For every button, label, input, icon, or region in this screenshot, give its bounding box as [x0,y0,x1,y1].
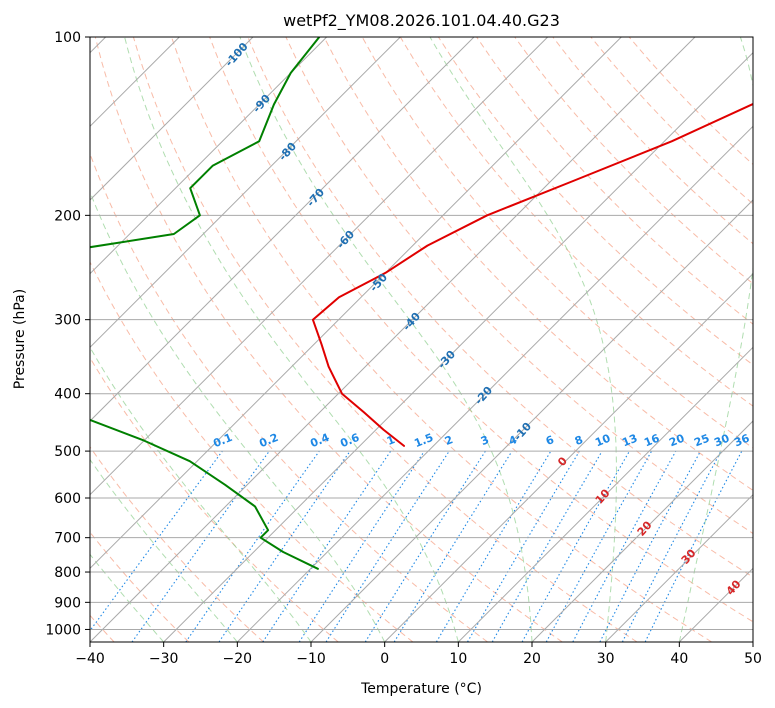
dry-adiabat [285,37,753,535]
dry-adiabat [90,356,339,642]
y-tick-label: 400 [54,387,81,403]
y-tick-label: 800 [54,565,81,581]
isotherm [384,272,753,642]
moist-adiabat [90,553,165,642]
mixing-ratio-label: 30 [712,432,731,450]
dry-adiabat [514,37,753,285]
x-axis-ticks: −40 −30 −20 −10 0 10 20 30 40 50 [75,642,762,667]
isotherm [531,420,753,642]
y-axis-ticks: 100 200 300 400 500 600 700 800 900 1000 [45,30,90,638]
x-tick-label: 50 [744,651,762,667]
mixing-ratio-line [185,450,320,642]
mixing-ratio-label: 36 [732,432,751,450]
mixing-ratio-line [393,450,513,642]
isotherm [90,37,401,349]
grid-lines [90,37,753,642]
mixing-ratio-label: 1 [385,433,397,448]
dry-adiabat [90,446,264,642]
dry-adiabat [323,37,753,491]
y-tick-label: 1000 [45,622,81,638]
y-tick-label: 600 [54,491,81,507]
mixing-ratio-line [521,450,630,642]
plot-frame [89,36,754,643]
mixing-ratio-line [262,450,392,642]
y-tick-label: 200 [54,208,81,224]
x-tick-label: 10 [449,651,467,667]
isotherm [605,493,753,642]
background-lines [90,37,753,642]
mixing-ratio-label: 2 [443,433,455,448]
isotherm [236,125,753,642]
isotherm [90,37,549,496]
profile-lines [90,37,753,570]
x-tick-label: −10 [296,651,326,667]
chart-title: wetPf2_YM08.2026.101.04.40.G23 [283,11,560,31]
mixing-ratio-line [644,450,743,642]
mixing-ratio-label: 10 [593,432,612,450]
mixing-ratio-line [325,450,450,642]
dry-adiabat [247,37,753,578]
moist-adiabat [429,37,617,642]
mixing-ratio-label: 16 [642,432,661,450]
moist-adiabat [239,37,533,642]
dry-adiabat [209,37,753,623]
dewpoint-profile-line [90,37,321,570]
isotherm [90,37,328,275]
moist-adiabat [124,37,459,642]
x-tick-label: 40 [670,651,688,667]
mixing-ratio-label: 8 [573,433,585,448]
y-tick-label: 100 [54,30,81,46]
mixing-ratio-label: 20 [667,432,686,450]
temperature-profile-line [311,102,753,447]
x-tick-label: 30 [597,651,615,667]
y-tick-label: 500 [54,444,81,460]
mixing-ratio-line [90,450,223,632]
isotherm [90,37,475,422]
moist-adiabat [90,458,238,642]
mixing-ratio-line [218,450,351,642]
y-tick-label: 700 [54,531,81,547]
isotherm [310,199,753,642]
mixing-ratio-label: 25 [692,432,711,450]
x-tick-label: −30 [149,651,179,667]
x-tick-label: −20 [223,651,253,667]
x-tick-label: −40 [75,651,105,667]
x-tick-label: 20 [523,651,541,667]
moist-adiabat [678,37,753,642]
mixing-ratio-line [298,450,425,642]
mixing-ratio-line [572,450,677,642]
moist-adiabat [90,190,386,642]
mixing-ratio-label: 3 [479,433,491,448]
isotherm [457,346,753,642]
dry-adiabat [476,37,753,325]
dry-adiabat [171,37,712,642]
x-axis-label: Temperature (°C) [360,681,482,697]
x-tick-label: 0 [380,651,389,667]
dry-adiabat [94,37,563,642]
mixing-ratio-label: 13 [620,432,639,450]
y-tick-label: 300 [54,313,81,329]
isotherm [90,37,254,201]
dry-adiabat [132,37,638,642]
y-tick-label: 900 [54,595,81,611]
y-axis-label: Pressure (hPa) [12,289,28,389]
mixing-ratio-line [131,450,270,642]
mixing-ratio-line [545,450,653,642]
isotherm [90,37,696,642]
dry-adiabat [90,260,414,642]
